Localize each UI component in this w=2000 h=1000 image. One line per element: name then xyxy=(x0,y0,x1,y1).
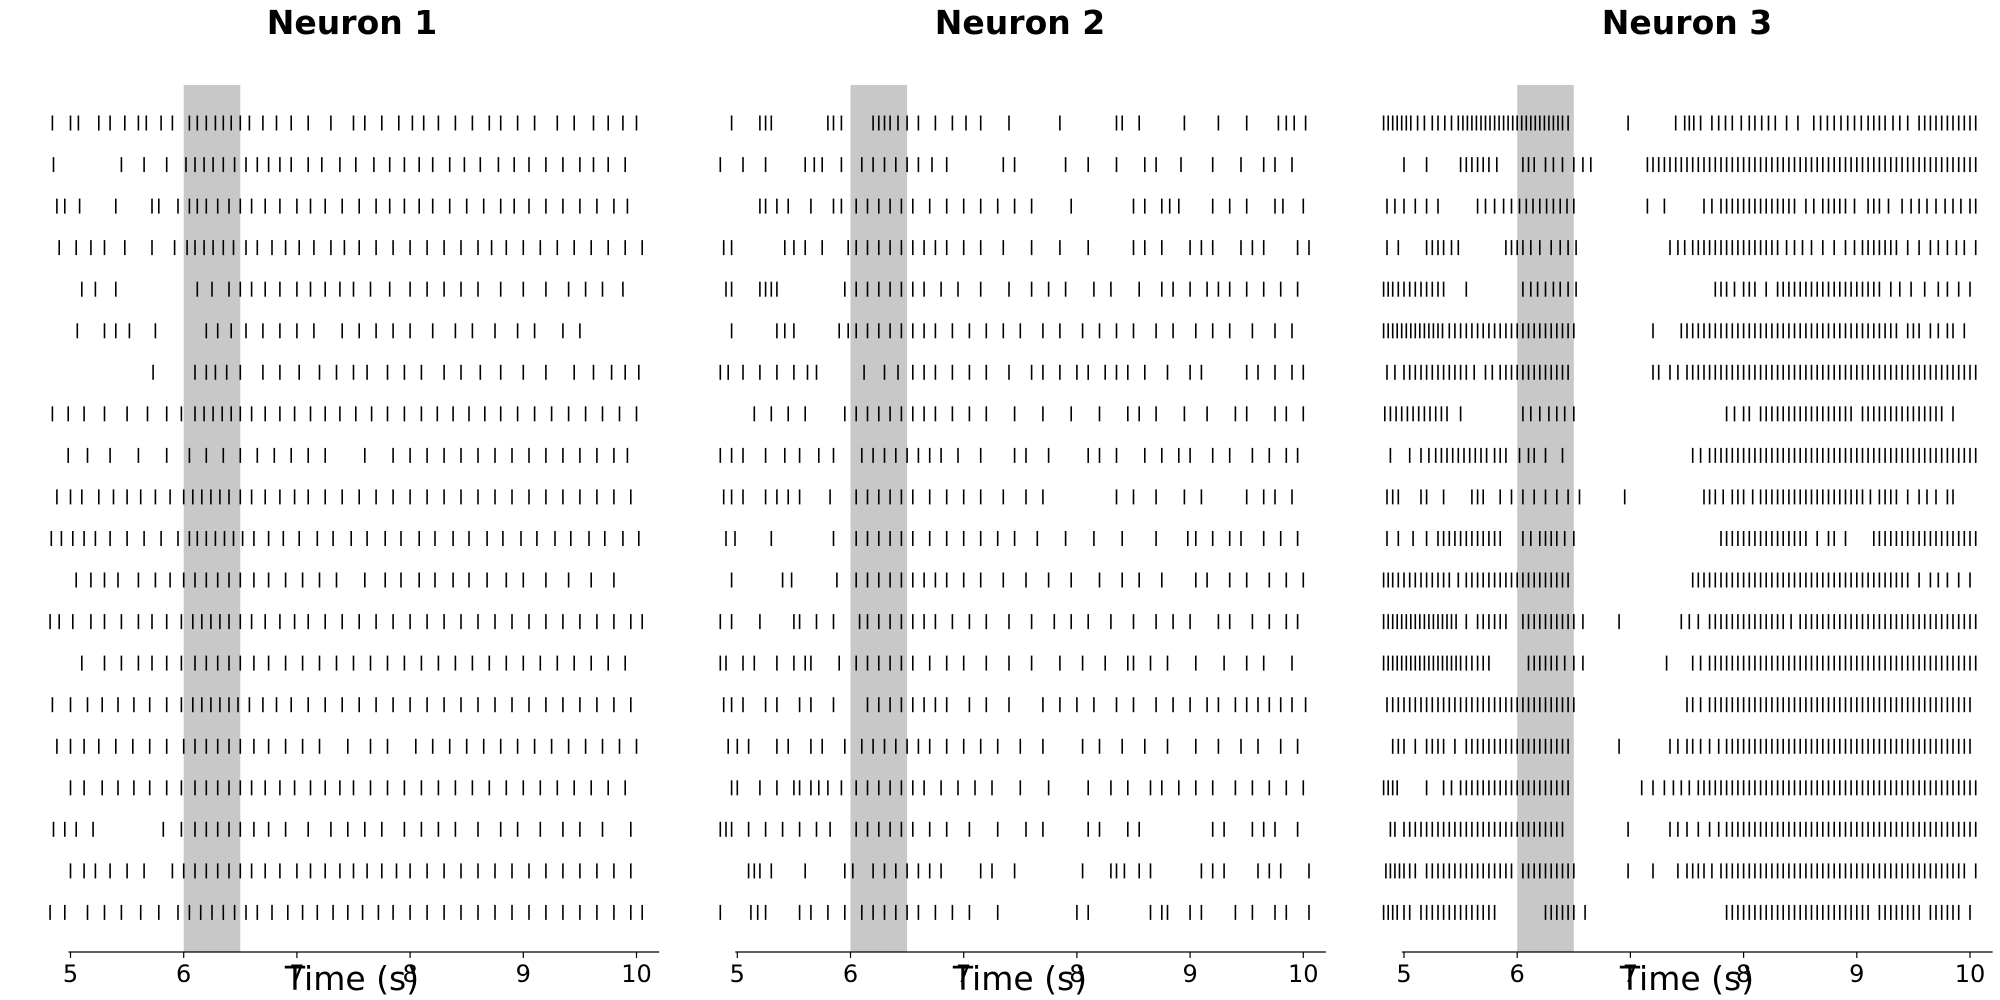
trial-row-10 xyxy=(722,489,1293,505)
x-axis-label: Time (s) xyxy=(952,959,1087,998)
trial-row-20 xyxy=(719,904,1310,920)
x-tick-label: 6 xyxy=(1510,960,1525,988)
trial-row-3 xyxy=(56,198,629,214)
spike-raster xyxy=(49,115,644,920)
trial-row-15 xyxy=(1386,697,1971,713)
trial-row-1 xyxy=(1382,115,1977,131)
trial-row-15 xyxy=(722,697,1307,713)
trial-row-13 xyxy=(719,614,1299,630)
trial-row-18 xyxy=(719,821,1299,837)
trial-row-19 xyxy=(69,863,632,879)
trial-row-16 xyxy=(1391,738,1971,754)
trial-row-7 xyxy=(152,364,640,380)
trial-row-10 xyxy=(1386,489,1954,505)
trial-row-12 xyxy=(730,572,1305,588)
x-tick-label: 7 xyxy=(1623,960,1638,988)
trial-row-13 xyxy=(49,614,644,630)
trial-row-6 xyxy=(730,323,1293,339)
panel-neuron-2: Neuron 2 Time (s) 5 6 7 8 9 10 xyxy=(719,3,1326,998)
trial-row-14 xyxy=(719,655,1293,671)
stimulus-window xyxy=(850,85,908,952)
x-tick-label: 9 xyxy=(1182,960,1197,988)
trial-row-6 xyxy=(1382,323,1966,339)
trial-row-20 xyxy=(49,904,644,920)
trial-row-19 xyxy=(747,863,1310,879)
stimulus-window xyxy=(1517,85,1574,952)
trial-row-5 xyxy=(725,281,1299,297)
x-tick-label: 5 xyxy=(1396,960,1411,988)
x-tick-label: 9 xyxy=(1849,960,1864,988)
trial-row-1 xyxy=(730,115,1307,131)
stimulus-window xyxy=(183,85,241,952)
trial-row-17 xyxy=(69,780,627,796)
trial-row-11 xyxy=(1386,531,1977,546)
x-tick-label: 6 xyxy=(176,960,191,988)
panel-neuron-1: Neuron 1 Time (s) 5 6 7 8 9 10 xyxy=(49,3,660,998)
trial-row-14 xyxy=(81,655,627,671)
x-tick-label: 10 xyxy=(1955,960,1986,988)
panel-title: Neuron 2 xyxy=(935,3,1105,42)
trial-row-20 xyxy=(1382,904,1971,920)
trial-row-10 xyxy=(56,489,632,505)
trial-row-2 xyxy=(719,157,1293,173)
x-tick-label: 5 xyxy=(730,960,745,988)
panel-title: Neuron 3 xyxy=(1602,3,1772,42)
x-tick-label: 7 xyxy=(956,960,971,988)
trial-row-3 xyxy=(1386,198,1977,214)
trial-row-9 xyxy=(719,447,1299,463)
x-axis-label: Time (s) xyxy=(284,959,419,998)
trial-row-14 xyxy=(1382,655,1977,671)
trial-row-9 xyxy=(67,447,629,463)
trial-row-2 xyxy=(52,157,627,173)
trial-row-12 xyxy=(75,572,615,588)
trial-row-4 xyxy=(58,240,644,256)
trial-row-8 xyxy=(753,406,1305,422)
trial-row-13 xyxy=(1382,614,1977,630)
x-tick-label: 8 xyxy=(402,960,417,988)
x-tick-label: 10 xyxy=(621,960,652,988)
trial-row-7 xyxy=(1386,364,1977,380)
trial-row-2 xyxy=(1403,157,1977,173)
trial-row-17 xyxy=(730,780,1305,796)
x-tick-label: 7 xyxy=(289,960,304,988)
panel-title: Neuron 1 xyxy=(267,3,437,42)
trial-row-9 xyxy=(1389,447,1977,463)
x-tick-label: 8 xyxy=(1736,960,1751,988)
trial-row-7 xyxy=(719,364,1305,380)
trial-row-4 xyxy=(1386,240,1977,256)
trial-row-4 xyxy=(722,240,1310,256)
trial-row-18 xyxy=(1389,821,1977,837)
x-axis-label: Time (s) xyxy=(1619,959,1754,998)
panel-neuron-3: Neuron 3 Time (s) 5 6 7 8 9 10 xyxy=(1382,3,1993,998)
x-tick-label: 6 xyxy=(843,960,858,988)
trial-row-16 xyxy=(727,738,1299,754)
trial-row-6 xyxy=(76,323,581,339)
x-tick-label: 8 xyxy=(1069,960,1084,988)
trial-row-3 xyxy=(759,198,1305,214)
trial-row-1 xyxy=(51,115,638,131)
trial-row-19 xyxy=(1385,863,1977,879)
x-tick-label: 10 xyxy=(1288,960,1319,988)
x-tick-label: 5 xyxy=(63,960,78,988)
trial-row-11 xyxy=(50,531,640,546)
trial-row-16 xyxy=(56,738,638,754)
trial-row-11 xyxy=(725,531,1299,546)
trial-row-15 xyxy=(51,697,632,713)
x-tick-label: 9 xyxy=(516,960,531,988)
spike-raster xyxy=(719,115,1310,920)
trial-row-18 xyxy=(52,821,632,837)
trial-row-12 xyxy=(1382,572,1971,588)
trial-row-8 xyxy=(1384,406,1954,422)
trial-row-17 xyxy=(1382,780,1977,796)
spike-raster xyxy=(1382,115,1977,920)
trial-row-5 xyxy=(81,281,624,297)
trial-row-5 xyxy=(1382,281,1971,297)
trial-row-8 xyxy=(51,406,638,422)
